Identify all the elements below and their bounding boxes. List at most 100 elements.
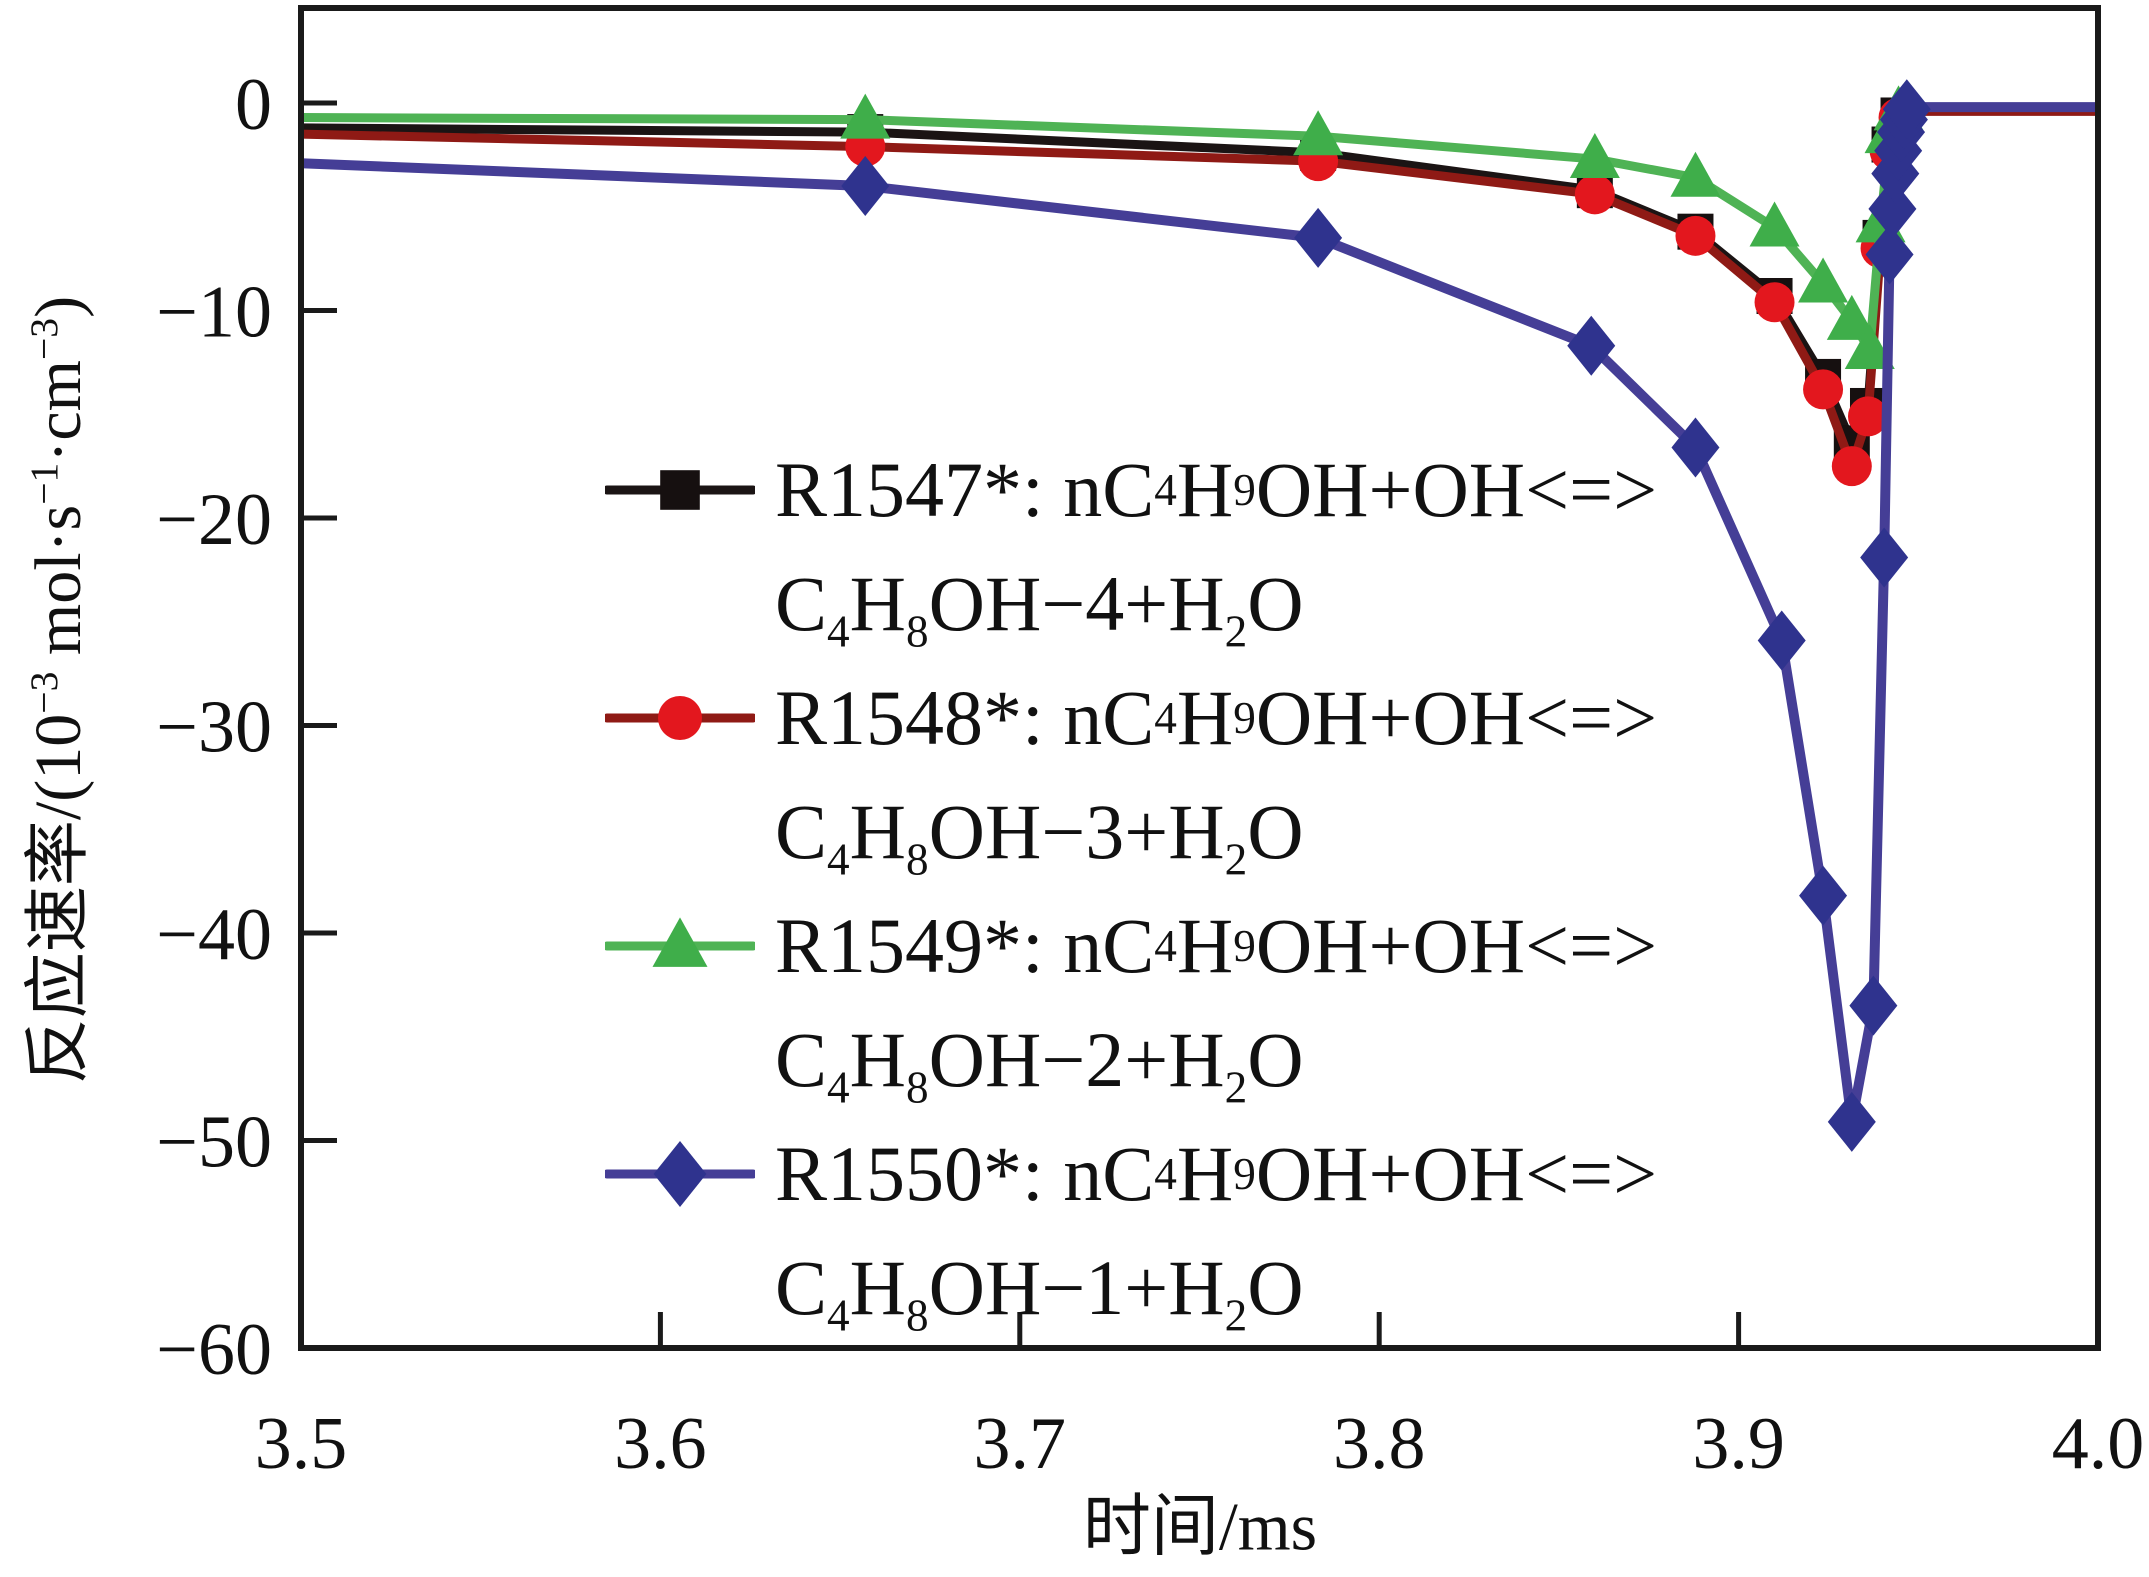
legend-label-sub: 2 xyxy=(1224,1062,1248,1113)
triangle-marker-icon xyxy=(652,917,708,967)
x-axis-title: 时间/ms xyxy=(1082,1488,1318,1565)
y-axis-title-text: ·cm xyxy=(22,360,95,463)
diamond-marker-icon xyxy=(1860,527,1909,588)
y-axis-title-sup: −3 xyxy=(22,671,66,714)
y-tick-label: −40 xyxy=(156,894,272,976)
diamond-marker-icon xyxy=(1827,1091,1876,1152)
legend-label: H xyxy=(849,788,906,875)
legend-triangle-marker-icon xyxy=(605,917,755,967)
legend-label: C xyxy=(775,1244,828,1331)
triangle-marker-icon xyxy=(1844,323,1895,369)
legend-label-sub: 4 xyxy=(827,606,850,657)
legend-label: OH+OH<=> xyxy=(1255,446,1658,533)
legend-label-sub: 4 xyxy=(827,1290,850,1341)
y-axis-title-text: ) xyxy=(22,295,95,318)
triangle-marker-icon xyxy=(1670,151,1721,197)
legend-row: R1550*: nC 4 H 9 OH+OH<=> xyxy=(605,1117,1935,1231)
legend-row: R1549*: nC 4 H 9 OH+OH<=> xyxy=(605,889,1935,1003)
legend-item-R1548: R1548*: nC 4 H 9 OH+OH<=> C4H8OH−3+H2O xyxy=(605,661,1935,889)
diamond-marker-icon xyxy=(653,1141,707,1207)
y-tick-label: −10 xyxy=(156,272,272,354)
triangle-marker-icon xyxy=(1749,201,1800,247)
legend-label-sub: 2 xyxy=(1224,606,1248,657)
diamond-marker-icon xyxy=(1757,610,1806,671)
legend-label: H xyxy=(1176,1130,1234,1217)
diamond-marker-icon xyxy=(1849,975,1898,1036)
circle-marker-icon xyxy=(1831,446,1872,487)
legend-label: OH−3+H xyxy=(928,788,1225,875)
diamond-marker-icon xyxy=(841,156,890,217)
y-tick-label: −20 xyxy=(156,479,272,561)
legend-label: O xyxy=(1247,1244,1304,1331)
legend-item-R1550: R1550*: nC 4 H 9 OH+OH<=> C4H8OH−1+H2O xyxy=(605,1117,1935,1345)
legend-label: O xyxy=(1247,788,1304,875)
legend-label: H xyxy=(849,1016,906,1103)
triangle-marker-icon xyxy=(1826,294,1877,340)
diamond-marker-icon xyxy=(1868,178,1917,239)
legend-row: C4H8OH−1+H2O xyxy=(605,1231,1935,1345)
legend-row: R1548*: nC 4 H 9 OH+OH<=> xyxy=(605,661,1935,775)
legend-label: OH−1+H xyxy=(928,1244,1225,1331)
legend-label: O xyxy=(1247,560,1304,647)
y-axis-title-text: 反应速率/(10 xyxy=(22,713,95,1085)
y-tick-label: −60 xyxy=(156,1309,272,1391)
circle-marker-icon xyxy=(1675,215,1716,256)
circle-marker-icon xyxy=(658,696,702,740)
legend-label: OH+OH<=> xyxy=(1255,902,1658,989)
legend-square-marker-icon xyxy=(605,470,755,510)
y-axis-title-sup: −3 xyxy=(22,317,66,361)
x-tick-label: 3.8 xyxy=(1333,1403,1426,1485)
square-marker-icon xyxy=(660,470,700,510)
legend-label: R1549*: nC xyxy=(775,902,1155,989)
diamond-marker-icon xyxy=(1865,224,1914,285)
triangle-marker-icon xyxy=(1293,110,1344,156)
diamond-marker-icon xyxy=(1882,79,1931,140)
legend-label: H xyxy=(1176,674,1234,761)
legend-label-sub: 8 xyxy=(906,1290,929,1341)
legend-row: C4H8OH−4+H2O xyxy=(605,547,1935,661)
x-tick-label: 3.6 xyxy=(614,1403,707,1485)
legend-label: R1550*: nC xyxy=(775,1130,1155,1217)
legend-row: C4H8OH−2+H2O xyxy=(605,1003,1935,1117)
y-axis-title-text: mol·s xyxy=(22,504,95,672)
legend-row: C4H8OH−3+H2O xyxy=(605,775,1935,889)
plot-border xyxy=(298,5,2101,1351)
legend-label: R1547*: nC xyxy=(775,446,1155,533)
y-tick-label: −30 xyxy=(156,687,272,769)
legend-circle-marker-icon xyxy=(605,696,755,740)
triangle-marker-icon xyxy=(1798,257,1849,303)
y-tick-label: 0 xyxy=(235,64,272,146)
circle-marker-icon xyxy=(1574,174,1615,215)
x-tick-label: 3.7 xyxy=(974,1403,1067,1485)
y-axis-title-sup: −1 xyxy=(22,462,66,505)
circle-marker-icon xyxy=(1803,369,1844,410)
legend-label: OH+OH<=> xyxy=(1255,1130,1658,1217)
legend-label-sub: 8 xyxy=(906,606,929,657)
legend-row: R1547*: nC 4 H 9 OH+OH<=> xyxy=(605,433,1935,547)
legend-label-sub: 8 xyxy=(906,1062,929,1113)
circle-marker-icon xyxy=(1847,396,1888,437)
y-axis-title: 反应速率/(10−3 mol·s−1·cm−3) xyxy=(4,296,100,1084)
legend-label-sub: 2 xyxy=(1224,834,1248,885)
diamond-marker-icon xyxy=(1671,417,1720,478)
legend-label-sub: 2 xyxy=(1224,1290,1248,1341)
triangle-marker-icon xyxy=(840,93,891,139)
legend-label: C xyxy=(775,560,828,647)
legend-label: C xyxy=(775,788,828,875)
legend-diamond-marker-icon xyxy=(605,1141,755,1207)
legend-label: C xyxy=(775,1016,828,1103)
legend-label: OH−2+H xyxy=(928,1016,1225,1103)
circle-marker-icon xyxy=(1754,282,1795,323)
series-group xyxy=(301,79,2098,1152)
legend-label: H xyxy=(1176,902,1234,989)
diamond-marker-icon xyxy=(1294,207,1343,268)
legend-label: OH−4+H xyxy=(928,560,1225,647)
legend-item-R1549: R1549*: nC 4 H 9 OH+OH<=> C4H8OH−2+H2O xyxy=(605,889,1935,1117)
legend-label: H xyxy=(849,1244,906,1331)
legend-label: O xyxy=(1247,1016,1304,1103)
legend-label-sub: 8 xyxy=(906,834,929,885)
legend-label: H xyxy=(849,560,906,647)
legend-label-sub: 4 xyxy=(827,834,850,885)
